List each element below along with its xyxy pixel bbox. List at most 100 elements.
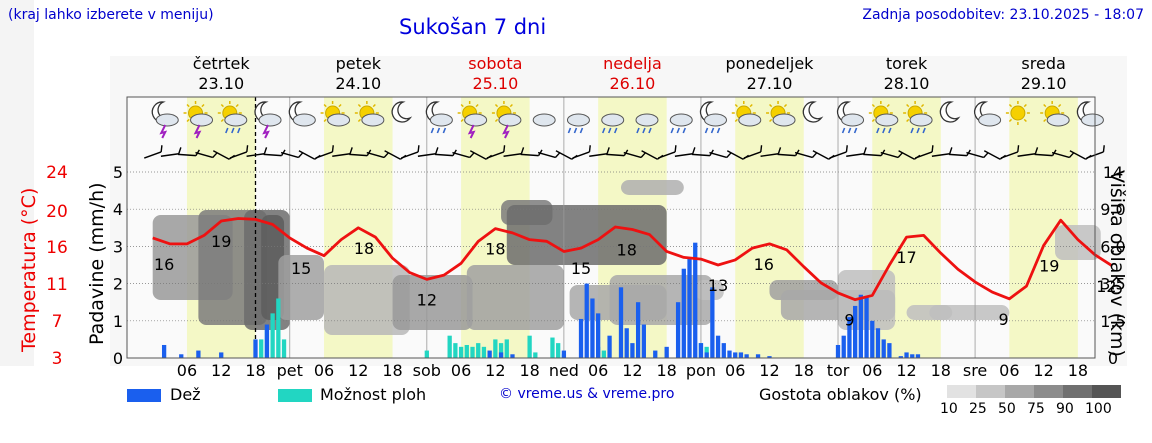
density-value: 90: [1056, 401, 1074, 417]
rain-bar: [624, 328, 629, 358]
day-name: ponedeljek: [726, 54, 815, 73]
day-date: 29.10: [1021, 74, 1067, 93]
temperature-data-label: 12: [417, 290, 437, 309]
moon-cloud-icon: [974, 101, 1002, 127]
moon-rain-icon: [425, 101, 453, 134]
rain-bar: [264, 324, 270, 358]
shower-bar: [601, 350, 607, 358]
left-axis-panel: [0, 0, 34, 366]
last-updated: Zadnja posodobitev: 23.10.2025 - 18:07: [862, 7, 1144, 23]
sun-rain-icon: [903, 101, 933, 134]
copyright-link[interactable]: © vreme.us & vreme.pro: [499, 386, 675, 402]
hour-tick-label: 06: [725, 361, 745, 380]
rain-bar: [733, 352, 738, 358]
rain-bar: [841, 335, 846, 358]
wind-barb: [452, 151, 475, 159]
density-swatch: [1063, 385, 1092, 398]
wind-barb: [280, 151, 304, 159]
temperature-tick-label: 16: [46, 238, 68, 258]
day-abbr-label: sre: [963, 361, 987, 380]
wind-barb: [914, 145, 934, 159]
moon-rain-icon: [699, 101, 728, 134]
rain-bar: [253, 339, 258, 358]
wind-barb: [931, 147, 953, 157]
rain-bar: [858, 294, 863, 358]
temperature-data-label: 16: [154, 255, 174, 274]
rain-bar: [693, 242, 698, 358]
cloud-density-patch: [324, 265, 410, 335]
sun-icon: [1005, 101, 1030, 125]
temperature-data-label: 18: [617, 240, 637, 259]
moon-icon: [391, 101, 413, 123]
wind-barb: [743, 145, 763, 159]
shower-bar: [458, 346, 464, 358]
rain-bar: [578, 318, 584, 358]
rain-legend-label: Dež: [170, 385, 201, 404]
wind-barb: [417, 147, 439, 157]
cloud-density-patch: [506, 205, 667, 265]
precip-tick-label: 3: [113, 237, 123, 256]
wind-barb: [880, 151, 904, 159]
shower-bar: [447, 335, 452, 358]
wind-barb: [589, 147, 610, 157]
rain-bar: [664, 346, 669, 358]
shower-bar: [270, 313, 275, 358]
hour-tick-label: 06: [177, 361, 197, 380]
day-abbr-label: pet: [277, 361, 303, 380]
hour-tick-label: 18: [1068, 361, 1088, 380]
rain-bar: [915, 354, 921, 358]
wind-barb: [195, 151, 218, 159]
cloud-density-patch: [695, 280, 724, 300]
shower-bar: [476, 343, 481, 358]
cloud-density-patch: [929, 305, 1010, 320]
temperature-tick-label: 20: [46, 202, 68, 222]
rain-bar: [584, 283, 589, 358]
rain-bar: [835, 344, 841, 358]
cloud-density-patch: [620, 180, 684, 195]
rain-bar: [704, 352, 709, 358]
rain-bar: [607, 335, 612, 358]
shower-bar: [527, 335, 532, 358]
sun-rain-icon: [868, 101, 899, 134]
hour-tick-label: 12: [896, 361, 916, 380]
cloud-tick-label: 14: [1103, 163, 1123, 182]
hour-tick-label: 18: [657, 361, 677, 380]
shower-bar: [556, 343, 561, 358]
shower-legend-swatch: [278, 389, 312, 402]
sun-cloud-icon: [1040, 101, 1070, 127]
day-date: 26.10: [610, 74, 656, 93]
precip-tick-label: 4: [113, 200, 123, 219]
wind-barb: [144, 145, 163, 159]
density-value: 10: [940, 401, 958, 417]
rain-bar: [870, 320, 875, 358]
rain-bar: [881, 339, 886, 358]
precip-tick-label: 0: [113, 349, 123, 368]
shower-bar: [481, 346, 487, 358]
cloud-heavy-rain-icon: [669, 113, 693, 134]
rain-bar: [755, 354, 761, 358]
density-swatch: [1092, 385, 1121, 398]
rain-bar: [590, 298, 595, 358]
wind-barb: [709, 151, 732, 159]
day-name: petek: [336, 54, 382, 73]
cloud-density-patch: [392, 275, 473, 330]
hour-tick-label: 06: [314, 361, 334, 380]
wind-barb: [572, 145, 591, 159]
hour-tick-label: 12: [622, 361, 642, 380]
wind-barb: [229, 145, 249, 159]
shower-bar: [504, 339, 509, 358]
wind-barb: [1017, 147, 1039, 157]
rain-bar: [653, 350, 658, 358]
precip-axis-title: Padavine (mm/h): [86, 182, 108, 345]
rain-bar: [744, 354, 749, 358]
rain-bar: [698, 343, 704, 358]
rain-bar: [675, 302, 681, 358]
shower-bar: [424, 350, 429, 358]
rain-bar: [847, 317, 852, 358]
shower-bar: [464, 344, 469, 358]
rain-bar: [618, 287, 624, 358]
rain-bar: [864, 296, 869, 358]
wind-barb: [537, 151, 561, 159]
moon-storm-icon: [254, 101, 282, 139]
cloud-rain-icon: [601, 113, 625, 134]
